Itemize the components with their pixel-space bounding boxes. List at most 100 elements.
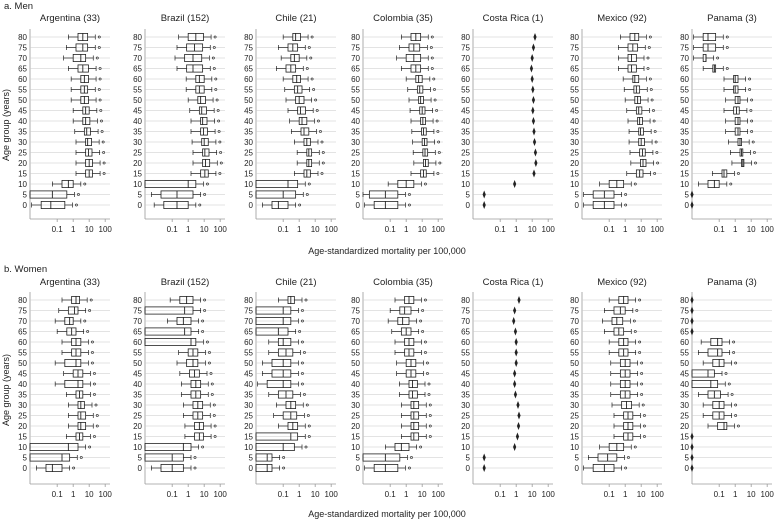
- outlier-point: [208, 361, 211, 365]
- y-tick-label: 55: [570, 86, 579, 95]
- x-tick-label: 10: [418, 490, 427, 499]
- x-tick-label: 10: [637, 490, 646, 499]
- box-12: [731, 158, 757, 167]
- y-tick-label: 30: [18, 401, 27, 410]
- x-tick-label: 100: [214, 225, 228, 234]
- outlier-point: [653, 130, 657, 133]
- y-tick-label: 55: [570, 349, 579, 358]
- iqr-box: [202, 158, 211, 167]
- y-tick-label: 25: [351, 412, 360, 421]
- iqr-box: [592, 200, 615, 209]
- y-tick-label: 60: [18, 338, 27, 347]
- y-tick-label: 50: [351, 359, 360, 368]
- y-tick-label: 15: [570, 170, 579, 179]
- iqr-box: [290, 54, 300, 63]
- box-10: [611, 400, 645, 409]
- y-tick-label: 35: [570, 391, 579, 400]
- box-6: [262, 358, 304, 367]
- box-14: [698, 179, 733, 188]
- box-2: [255, 316, 304, 325]
- iqr-box: [368, 190, 399, 199]
- iqr-box: [85, 137, 92, 146]
- y-tick-label: 45: [133, 370, 142, 379]
- y-tick-label: 45: [351, 107, 360, 116]
- outlier-point: [727, 382, 731, 386]
- iqr-box: [292, 33, 301, 42]
- outlier-point: [648, 35, 652, 39]
- outlier-point: [210, 393, 214, 396]
- box-12: [278, 421, 311, 430]
- outlier-point: [750, 119, 754, 123]
- box-15: [362, 453, 413, 462]
- iqr-box: [707, 348, 723, 357]
- x-tick-label: 10: [200, 490, 209, 499]
- box-13: [515, 432, 520, 441]
- y-tick-label: 25: [570, 412, 579, 421]
- iqr-box: [176, 316, 192, 325]
- point-marker: [533, 148, 538, 157]
- box-0: [690, 296, 694, 304]
- box-1: [693, 43, 729, 52]
- outlier-point: [732, 351, 736, 354]
- y-tick-label: 10: [461, 180, 470, 189]
- x-tick-label: 10: [747, 490, 756, 499]
- box-10: [728, 137, 755, 146]
- x-tick-label: 1: [623, 225, 628, 234]
- box-6: [176, 358, 211, 367]
- y-tick-label: 5: [249, 454, 254, 463]
- country-title: Costa Rica (1): [483, 13, 544, 24]
- iqr-box: [64, 379, 84, 388]
- outlier-point: [737, 172, 740, 175]
- outlier-point: [633, 445, 637, 449]
- outlier-point: [643, 414, 646, 417]
- y-tick-label: 45: [680, 107, 689, 116]
- iqr-box: [295, 96, 305, 105]
- box-13: [66, 432, 96, 441]
- box-1: [144, 306, 207, 315]
- box-15: [690, 190, 694, 199]
- iqr-box: [702, 33, 717, 42]
- box-2: [396, 54, 434, 63]
- y-tick-label: 75: [351, 307, 360, 316]
- outlier-point: [198, 203, 202, 207]
- box-9: [628, 127, 657, 136]
- outlier-point: [94, 403, 98, 407]
- outlier-point: [648, 77, 652, 81]
- outlier-point: [419, 445, 423, 449]
- y-tick-label: 60: [461, 338, 470, 347]
- x-tick-label: 100: [761, 490, 774, 499]
- box-15: [690, 453, 694, 462]
- y-tick-label: 80: [244, 296, 253, 305]
- y-tick-label: 25: [461, 149, 470, 158]
- box-5: [178, 348, 211, 357]
- box-2: [512, 317, 516, 325]
- y-tick-label: 50: [680, 359, 689, 368]
- outlier-point: [750, 98, 754, 102]
- point-marker: [531, 106, 535, 115]
- y-tick-label: 45: [570, 107, 579, 116]
- y-tick-label: 65: [570, 65, 579, 74]
- y-tick-label: 25: [133, 149, 142, 158]
- box-8: [627, 117, 656, 126]
- y-tick-label: 65: [351, 65, 360, 74]
- y-tick-label: 20: [570, 159, 579, 168]
- box-11: [702, 411, 738, 420]
- iqr-box: [638, 127, 644, 136]
- point-marker: [513, 327, 518, 336]
- x-tick-label: 1: [733, 490, 738, 499]
- y-tick-label: 20: [570, 422, 579, 431]
- outlier-point: [428, 414, 432, 417]
- y-tick-label: 0: [466, 201, 471, 210]
- y-tick-label: 70: [351, 54, 360, 63]
- outlier-point: [421, 330, 425, 333]
- box-7: [72, 106, 103, 115]
- outlier-point: [193, 466, 197, 470]
- y-tick-label: 40: [18, 380, 27, 389]
- iqr-box: [195, 75, 205, 84]
- box-11: [401, 411, 432, 420]
- subplot-men-1: Brazil (152)8075706560555045403530252015…: [133, 13, 227, 234]
- point-marker: [690, 317, 694, 325]
- point-marker: [513, 443, 517, 451]
- box-6: [70, 96, 102, 105]
- y-tick-label: 35: [570, 128, 579, 137]
